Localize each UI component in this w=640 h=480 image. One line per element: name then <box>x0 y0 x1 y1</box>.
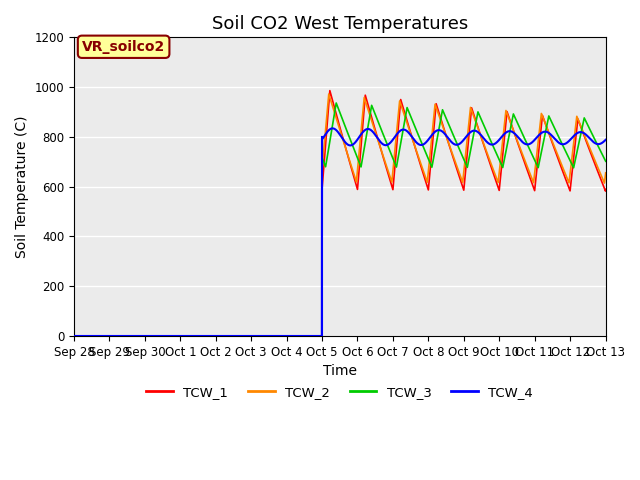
Title: Soil CO2 West Temperatures: Soil CO2 West Temperatures <box>212 15 468 33</box>
Line: TCW_3: TCW_3 <box>74 103 605 336</box>
TCW_3 <box>212 333 220 339</box>
TCW_4 <box>351 140 358 146</box>
TCW_1 <box>530 186 538 192</box>
TCW_1 <box>73 333 81 339</box>
TCW_2 <box>351 173 358 179</box>
TCW_3 <box>530 156 538 161</box>
TCW_3 <box>351 147 358 153</box>
Line: TCW_4: TCW_4 <box>74 128 605 336</box>
TCW_2 <box>116 333 124 339</box>
TCW_2 <box>70 333 78 339</box>
TCW_1 <box>351 176 358 182</box>
TCW_3 <box>116 333 124 339</box>
TCW_2 <box>73 333 81 339</box>
TCW_3 <box>332 100 340 106</box>
TCW_1 <box>212 333 220 339</box>
Line: TCW_2: TCW_2 <box>74 94 605 336</box>
TCW_2 <box>212 333 220 339</box>
TCW_3 <box>602 158 609 164</box>
TCW_2 <box>325 91 333 97</box>
TCW_2 <box>360 102 367 108</box>
TCW_4 <box>212 333 220 339</box>
TCW_4 <box>602 137 609 143</box>
TCW_1 <box>360 114 367 120</box>
Line: TCW_1: TCW_1 <box>74 91 605 336</box>
X-axis label: Time: Time <box>323 364 356 378</box>
Legend: TCW_1, TCW_2, TCW_3, TCW_4: TCW_1, TCW_2, TCW_3, TCW_4 <box>141 381 538 404</box>
TCW_1 <box>602 187 609 192</box>
TCW_4 <box>116 333 124 339</box>
TCW_3 <box>360 150 367 156</box>
TCW_4 <box>329 125 337 131</box>
TCW_2 <box>602 170 609 176</box>
Text: VR_soilco2: VR_soilco2 <box>82 40 165 54</box>
TCW_1 <box>116 333 124 339</box>
TCW_2 <box>530 177 538 182</box>
TCW_1 <box>326 88 333 94</box>
TCW_3 <box>73 333 81 339</box>
TCW_3 <box>70 333 78 339</box>
TCW_4 <box>70 333 78 339</box>
TCW_4 <box>73 333 81 339</box>
TCW_1 <box>70 333 78 339</box>
TCW_4 <box>530 138 538 144</box>
TCW_4 <box>360 129 367 134</box>
Y-axis label: Soil Temperature (C): Soil Temperature (C) <box>15 115 29 258</box>
